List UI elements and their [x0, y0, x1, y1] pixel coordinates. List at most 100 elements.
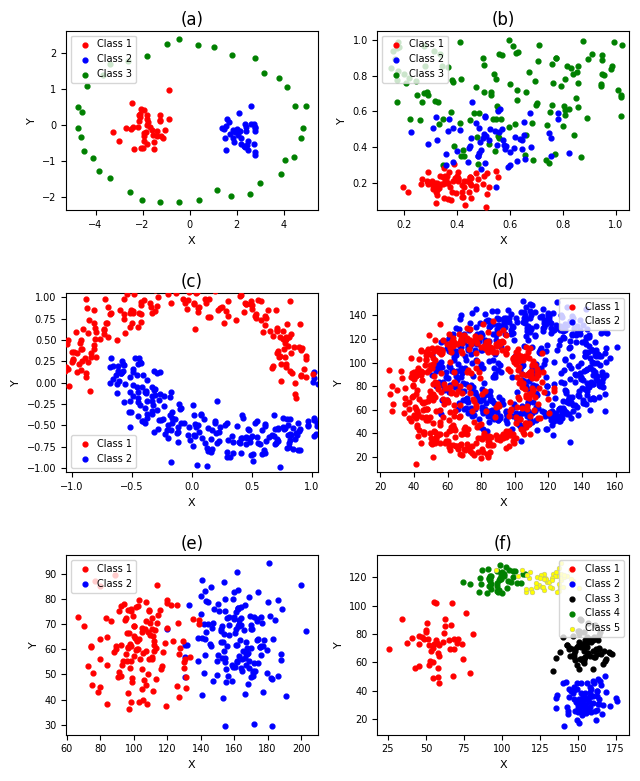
- Class 3: [572, 658, 582, 671]
- Class 2: [579, 698, 589, 711]
- Class 3: [298, 122, 308, 134]
- Class 2: [449, 348, 459, 360]
- Class 1: [453, 166, 463, 178]
- Class 2: [250, 665, 260, 677]
- Class 2: [598, 381, 609, 394]
- Class 5: [541, 572, 552, 585]
- Class 1: [148, 644, 159, 657]
- Class 2: [580, 686, 590, 699]
- Class 2: [230, 627, 240, 640]
- Class 1: [193, 305, 204, 318]
- Class 1: [191, 287, 201, 300]
- Class 5: [532, 571, 542, 583]
- Class 2: [517, 368, 527, 380]
- Class 2: [586, 683, 596, 696]
- Class 1: [430, 390, 440, 403]
- Class 2: [495, 412, 505, 424]
- Class 2: [499, 318, 509, 330]
- Class 1: [426, 348, 436, 360]
- Class 4: [477, 564, 487, 576]
- Class 2: [245, 436, 255, 448]
- Class 1: [417, 173, 427, 186]
- Class 2: [449, 353, 460, 366]
- Class 1: [283, 340, 293, 352]
- Class 1: [210, 284, 220, 297]
- Class 1: [428, 642, 438, 654]
- Class 1: [460, 444, 470, 456]
- Class 2: [589, 393, 600, 405]
- Class 1: [404, 412, 414, 424]
- Class 1: [124, 641, 134, 654]
- Class 2: [472, 328, 482, 341]
- Class 1: [63, 333, 73, 346]
- Class 1: [525, 341, 536, 354]
- Class 2: [199, 618, 209, 630]
- Class 3: [548, 77, 558, 90]
- Class 3: [533, 55, 543, 68]
- Class 2: [557, 405, 567, 417]
- Class 2: [500, 414, 511, 426]
- Class 1: [413, 368, 423, 380]
- Class 2: [540, 358, 550, 370]
- Class 2: [234, 602, 244, 615]
- Class 2: [441, 366, 451, 379]
- Class 1: [152, 579, 162, 591]
- Class 3: [574, 626, 584, 638]
- Class 3: [582, 631, 593, 644]
- Class 2: [538, 325, 548, 337]
- Class 2: [512, 411, 522, 423]
- Class 3: [477, 52, 488, 65]
- Class 2: [220, 651, 230, 664]
- Class 3: [564, 650, 575, 662]
- Class 2: [357, 384, 367, 397]
- Class 2: [493, 414, 503, 426]
- Class 2: [492, 334, 502, 347]
- Class 2: [208, 675, 218, 687]
- Class 3: [579, 633, 589, 646]
- Class 3: [493, 130, 503, 142]
- Class 1: [133, 109, 143, 121]
- Class 1: [247, 298, 257, 311]
- Class 1: [527, 388, 537, 401]
- Class 2: [193, 426, 204, 438]
- Class 2: [118, 359, 129, 372]
- Class 1: [445, 341, 456, 354]
- Class 3: [569, 651, 579, 663]
- Class 3: [574, 663, 584, 676]
- Class 3: [573, 625, 583, 637]
- Class 3: [593, 634, 604, 647]
- Class 1: [518, 354, 528, 366]
- Class 1: [191, 286, 202, 298]
- Class 2: [210, 416, 220, 429]
- Class 5: [568, 575, 578, 587]
- Class 2: [478, 132, 488, 144]
- Class 2: [165, 408, 175, 421]
- Class 2: [492, 326, 502, 338]
- Class 2: [476, 144, 486, 156]
- Class 2: [555, 334, 565, 347]
- Class 1: [120, 327, 131, 340]
- Class 5: [574, 582, 584, 594]
- Class 1: [90, 575, 100, 587]
- Class 1: [531, 367, 541, 380]
- Class 2: [205, 446, 216, 458]
- Class 1: [133, 120, 143, 133]
- Class 2: [487, 394, 497, 406]
- Class 2: [228, 447, 238, 459]
- Class 2: [163, 419, 173, 432]
- Class 2: [524, 418, 534, 430]
- Class 2: [585, 686, 595, 698]
- X-axis label: X: X: [499, 497, 507, 508]
- Class 2: [268, 633, 278, 645]
- Class 1: [153, 291, 163, 303]
- Class 1: [538, 366, 548, 379]
- Class 3: [255, 177, 265, 190]
- Class 2: [431, 365, 441, 377]
- Class 2: [580, 346, 590, 358]
- Class 3: [593, 643, 604, 655]
- Class 2: [454, 397, 464, 409]
- Class 2: [468, 337, 479, 349]
- Class 3: [393, 65, 403, 77]
- Class 2: [190, 430, 200, 442]
- Class 3: [456, 150, 466, 162]
